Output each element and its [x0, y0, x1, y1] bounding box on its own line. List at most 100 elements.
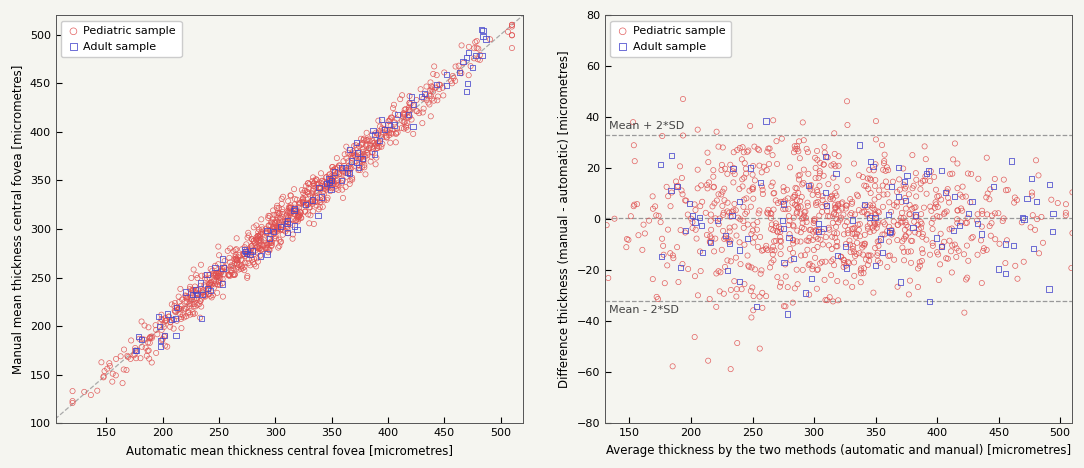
Pediatric sample: [269, 226, 286, 233]
Pediatric sample: [250, 226, 268, 233]
Pediatric sample: [141, 339, 158, 347]
Pediatric sample: [322, 178, 339, 185]
Pediatric sample: [315, 183, 333, 190]
Pediatric sample: [202, 292, 219, 300]
Pediatric sample: [725, 164, 743, 172]
Pediatric sample: [927, 186, 944, 193]
Pediatric sample: [1006, 194, 1023, 201]
Pediatric sample: [741, 122, 759, 130]
Pediatric sample: [701, 295, 719, 303]
Pediatric sample: [837, 222, 854, 230]
Pediatric sample: [273, 200, 291, 207]
Pediatric sample: [762, 214, 779, 222]
Pediatric sample: [336, 162, 353, 169]
Pediatric sample: [853, 208, 870, 216]
Pediatric sample: [970, 175, 988, 183]
Pediatric sample: [347, 141, 364, 149]
Pediatric sample: [266, 229, 283, 237]
Pediatric sample: [280, 204, 297, 211]
Pediatric sample: [625, 141, 643, 149]
Pediatric sample: [193, 288, 210, 295]
Pediatric sample: [269, 225, 286, 232]
Pediatric sample: [821, 241, 838, 249]
Pediatric sample: [914, 249, 931, 257]
Pediatric sample: [815, 172, 833, 180]
Pediatric sample: [983, 219, 1001, 227]
Pediatric sample: [821, 226, 838, 234]
Pediatric sample: [469, 45, 487, 52]
Pediatric sample: [178, 294, 195, 301]
Pediatric sample: [107, 372, 125, 379]
Pediatric sample: [907, 193, 925, 200]
Pediatric sample: [823, 257, 840, 265]
Pediatric sample: [227, 253, 244, 261]
Pediatric sample: [266, 234, 283, 242]
Pediatric sample: [644, 193, 661, 200]
Pediatric sample: [236, 253, 254, 260]
Pediatric sample: [739, 262, 757, 270]
Pediatric sample: [287, 217, 305, 224]
Pediatric sample: [263, 219, 281, 227]
Pediatric sample: [240, 255, 257, 263]
Pediatric sample: [851, 249, 868, 257]
Pediatric sample: [468, 44, 486, 52]
Pediatric sample: [814, 203, 831, 211]
Pediatric sample: [731, 185, 748, 193]
Adult sample: [1014, 214, 1031, 221]
Pediatric sample: [902, 248, 919, 255]
Pediatric sample: [224, 263, 242, 270]
Pediatric sample: [315, 178, 333, 186]
Pediatric sample: [921, 177, 939, 185]
Text: Mean - 2*SD: Mean - 2*SD: [608, 305, 679, 315]
Pediatric sample: [752, 270, 770, 278]
Pediatric sample: [370, 139, 387, 146]
Pediatric sample: [260, 222, 278, 229]
Adult sample: [1044, 210, 1061, 218]
Pediatric sample: [726, 170, 744, 178]
Pediatric sample: [307, 192, 324, 199]
Pediatric sample: [909, 221, 927, 228]
Pediatric sample: [877, 167, 894, 175]
Pediatric sample: [304, 190, 321, 197]
Pediatric sample: [248, 243, 266, 251]
Pediatric sample: [422, 79, 439, 86]
Pediatric sample: [751, 207, 769, 214]
Pediatric sample: [218, 266, 235, 274]
Pediatric sample: [231, 251, 248, 259]
Pediatric sample: [825, 256, 842, 263]
Pediatric sample: [906, 228, 924, 236]
Pediatric sample: [699, 185, 717, 192]
Pediatric sample: [269, 209, 286, 217]
Pediatric sample: [500, 28, 517, 36]
Adult sample: [349, 149, 366, 157]
Pediatric sample: [292, 209, 309, 216]
Pediatric sample: [1014, 219, 1031, 226]
Pediatric sample: [706, 183, 723, 190]
Pediatric sample: [689, 184, 707, 192]
Pediatric sample: [629, 200, 646, 208]
Pediatric sample: [278, 218, 295, 225]
Pediatric sample: [166, 299, 183, 307]
Pediatric sample: [999, 186, 1017, 194]
Pediatric sample: [287, 206, 305, 214]
Pediatric sample: [206, 280, 223, 288]
Pediatric sample: [434, 84, 451, 91]
Pediatric sample: [167, 308, 184, 316]
Pediatric sample: [300, 204, 318, 212]
Pediatric sample: [838, 219, 855, 226]
Pediatric sample: [833, 253, 850, 260]
Pediatric sample: [941, 226, 958, 233]
Pediatric sample: [1057, 209, 1074, 217]
Pediatric sample: [99, 365, 116, 373]
Adult sample: [428, 80, 446, 88]
Pediatric sample: [800, 170, 817, 177]
Pediatric sample: [922, 207, 940, 215]
Pediatric sample: [804, 263, 822, 270]
Pediatric sample: [749, 218, 766, 226]
Pediatric sample: [895, 214, 913, 222]
Pediatric sample: [889, 283, 906, 291]
Pediatric sample: [896, 219, 914, 226]
Pediatric sample: [268, 226, 285, 234]
Pediatric sample: [427, 84, 444, 91]
Pediatric sample: [155, 321, 172, 328]
